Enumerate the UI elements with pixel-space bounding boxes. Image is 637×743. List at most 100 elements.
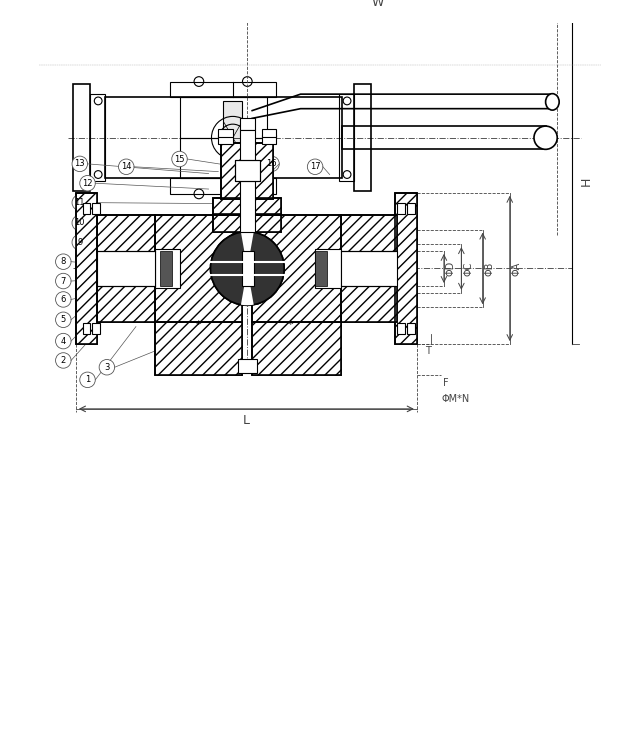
Bar	[97, 215, 155, 322]
Text: ΦC: ΦC	[463, 262, 473, 276]
Text: 15: 15	[175, 155, 185, 163]
Ellipse shape	[546, 94, 559, 110]
Text: 13: 13	[75, 159, 85, 169]
Bar	[221, 143, 273, 198]
Text: 10: 10	[75, 218, 85, 227]
Circle shape	[55, 334, 71, 349]
Bar	[160, 251, 172, 286]
Circle shape	[72, 195, 87, 210]
Bar	[97, 215, 155, 322]
Circle shape	[55, 353, 71, 369]
Text: ΦA: ΦA	[512, 262, 522, 276]
Bar	[213, 214, 281, 232]
Text: 16: 16	[266, 159, 277, 169]
Bar	[155, 249, 180, 288]
Text: ΦD: ΦD	[446, 261, 455, 276]
Bar	[252, 322, 341, 375]
Bar	[218, 129, 233, 137]
Bar	[341, 215, 397, 322]
Bar	[243, 251, 254, 286]
Bar	[73, 85, 90, 191]
Text: 2: 2	[61, 356, 66, 365]
Bar	[354, 85, 371, 191]
Bar	[83, 322, 90, 334]
Bar	[97, 215, 155, 322]
Text: ΦB: ΦB	[484, 262, 494, 276]
Circle shape	[72, 156, 87, 172]
Bar	[105, 97, 342, 178]
Bar	[155, 215, 243, 322]
Bar	[97, 251, 155, 286]
Text: L: L	[243, 414, 250, 427]
Bar	[92, 203, 100, 214]
Bar	[252, 322, 341, 375]
Bar	[223, 101, 243, 175]
Circle shape	[264, 156, 279, 172]
Bar	[407, 203, 415, 214]
Bar	[180, 97, 267, 137]
Bar	[234, 160, 260, 181]
Text: F: F	[443, 377, 448, 388]
Bar	[396, 193, 417, 344]
Circle shape	[55, 254, 71, 270]
Bar	[341, 215, 397, 322]
Circle shape	[55, 273, 71, 289]
Bar	[262, 129, 276, 137]
Text: 1: 1	[85, 375, 90, 384]
Bar	[83, 203, 90, 214]
Bar	[252, 215, 341, 322]
Bar	[180, 137, 267, 178]
Bar	[221, 143, 273, 198]
Circle shape	[72, 215, 87, 230]
Circle shape	[210, 232, 284, 305]
Bar	[238, 359, 257, 373]
Bar	[221, 143, 273, 198]
Circle shape	[55, 292, 71, 307]
Bar	[315, 251, 327, 286]
Circle shape	[72, 235, 87, 250]
Bar	[240, 118, 255, 130]
Bar	[407, 322, 415, 334]
Text: T: T	[426, 345, 431, 356]
Circle shape	[80, 372, 96, 388]
Text: 11: 11	[75, 198, 85, 207]
Bar	[92, 322, 100, 334]
Circle shape	[308, 159, 323, 175]
Bar	[90, 94, 105, 181]
Text: ΦM*N: ΦM*N	[441, 395, 469, 404]
Circle shape	[118, 159, 134, 175]
Bar	[240, 130, 255, 232]
Text: *: *	[196, 319, 202, 330]
Bar	[397, 203, 405, 214]
Bar	[341, 251, 397, 286]
Text: 7: 7	[61, 276, 66, 285]
Bar	[76, 193, 97, 344]
Bar	[341, 215, 397, 322]
Text: 5: 5	[61, 315, 66, 324]
Bar	[76, 193, 97, 344]
Text: 14: 14	[121, 162, 131, 172]
Bar	[234, 160, 260, 181]
Bar	[218, 134, 233, 144]
Bar	[213, 198, 281, 215]
Text: 12: 12	[82, 179, 93, 188]
Text: 3: 3	[104, 363, 110, 372]
Text: 17: 17	[310, 162, 320, 172]
Circle shape	[80, 175, 96, 191]
Bar	[213, 198, 281, 215]
Bar	[155, 322, 243, 375]
Circle shape	[55, 312, 71, 328]
Bar	[155, 322, 243, 375]
Text: W: W	[372, 0, 384, 9]
Bar	[170, 178, 276, 194]
Bar	[396, 193, 417, 344]
Text: *: *	[288, 319, 294, 330]
Bar	[252, 322, 341, 375]
Wedge shape	[241, 232, 254, 268]
Bar	[155, 215, 243, 322]
Bar	[155, 215, 243, 322]
Bar	[396, 193, 417, 344]
Bar	[213, 214, 281, 232]
Bar	[170, 82, 276, 97]
Bar	[213, 214, 281, 232]
